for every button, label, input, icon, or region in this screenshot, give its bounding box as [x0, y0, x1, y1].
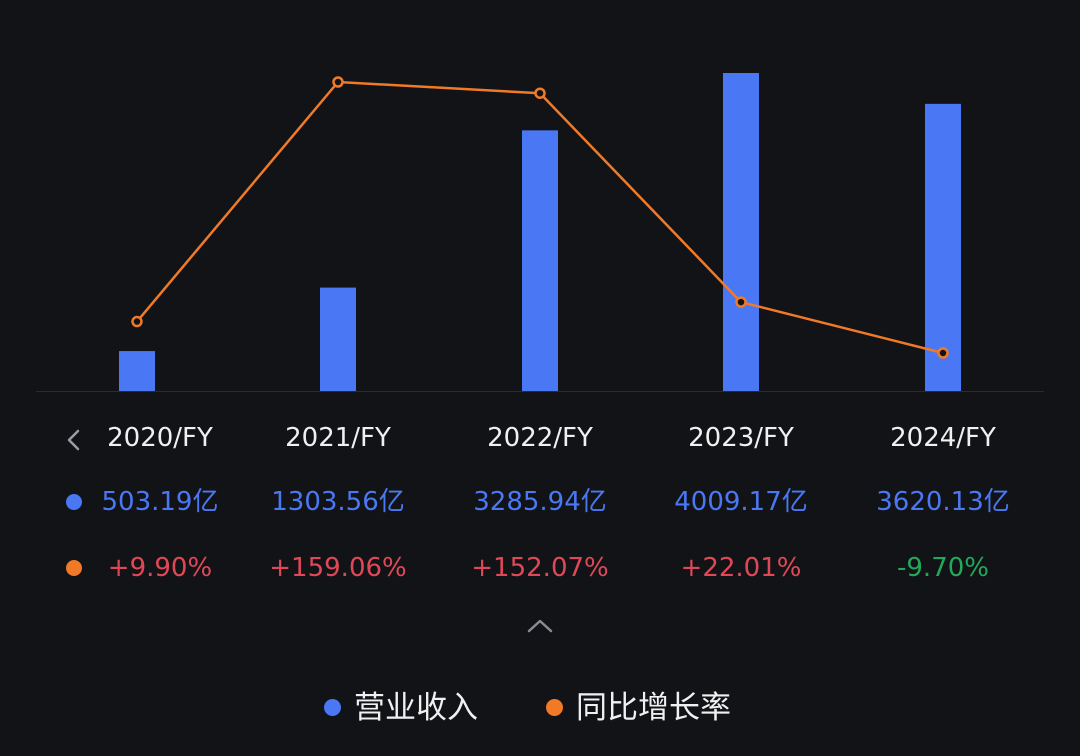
- chart-plot: [36, 73, 1044, 392]
- period-label[interactable]: 2023/FY: [688, 423, 794, 453]
- growth-value: +152.07%: [471, 553, 609, 583]
- revenue-bar: [119, 351, 155, 391]
- chevron-up-icon[interactable]: [526, 616, 554, 636]
- legend-bar-label: 营业收入: [354, 690, 478, 726]
- period-label[interactable]: 2024/FY: [890, 423, 996, 453]
- growth-values-row: +9.90% +159.06% +152.07% +22.01% -9.70%: [0, 548, 1080, 588]
- revenue-value: 4009.17亿: [674, 487, 808, 517]
- period-label[interactable]: 2020/FY: [107, 423, 213, 453]
- revenue-bar: [925, 103, 961, 391]
- chevron-left-icon[interactable]: [64, 428, 84, 452]
- growth-point: [332, 76, 344, 88]
- growth-point: [534, 87, 546, 99]
- legend: 营业收入 同比增长率: [0, 684, 1080, 732]
- legend-line-swatch: [546, 699, 563, 716]
- period-labels-row: 2020/FY 2021/FY 2022/FY 2023/FY 2024/FY: [0, 418, 1080, 458]
- revenue-legend-dot: [66, 494, 82, 510]
- growth-point: [131, 315, 143, 328]
- revenue-values-row: 503.19亿 1303.56亿 3285.94亿 4009.17亿 3620.13亿: [0, 482, 1080, 522]
- period-label[interactable]: 2022/FY: [487, 423, 593, 453]
- revenue-bar: [723, 73, 759, 391]
- legend-bar-swatch: [324, 699, 341, 716]
- growth-value: +159.06%: [269, 553, 407, 583]
- growth-point: [937, 347, 949, 359]
- period-label[interactable]: 2021/FY: [285, 423, 391, 453]
- growth-value: -9.70%: [897, 553, 989, 583]
- revenue-bar: [522, 130, 558, 391]
- legend-line-label: 同比增长率: [576, 690, 731, 726]
- revenue-value: 3285.94亿: [473, 487, 607, 517]
- growth-legend-dot: [66, 560, 82, 576]
- growth-point: [735, 296, 747, 308]
- revenue-value: 1303.56亿: [271, 487, 405, 517]
- growth-value: +9.90%: [107, 553, 213, 583]
- revenue-bar: [320, 287, 356, 391]
- growth-value: +22.01%: [680, 553, 802, 583]
- revenue-value: 503.19亿: [101, 487, 219, 517]
- revenue-value: 3620.13亿: [876, 487, 1010, 517]
